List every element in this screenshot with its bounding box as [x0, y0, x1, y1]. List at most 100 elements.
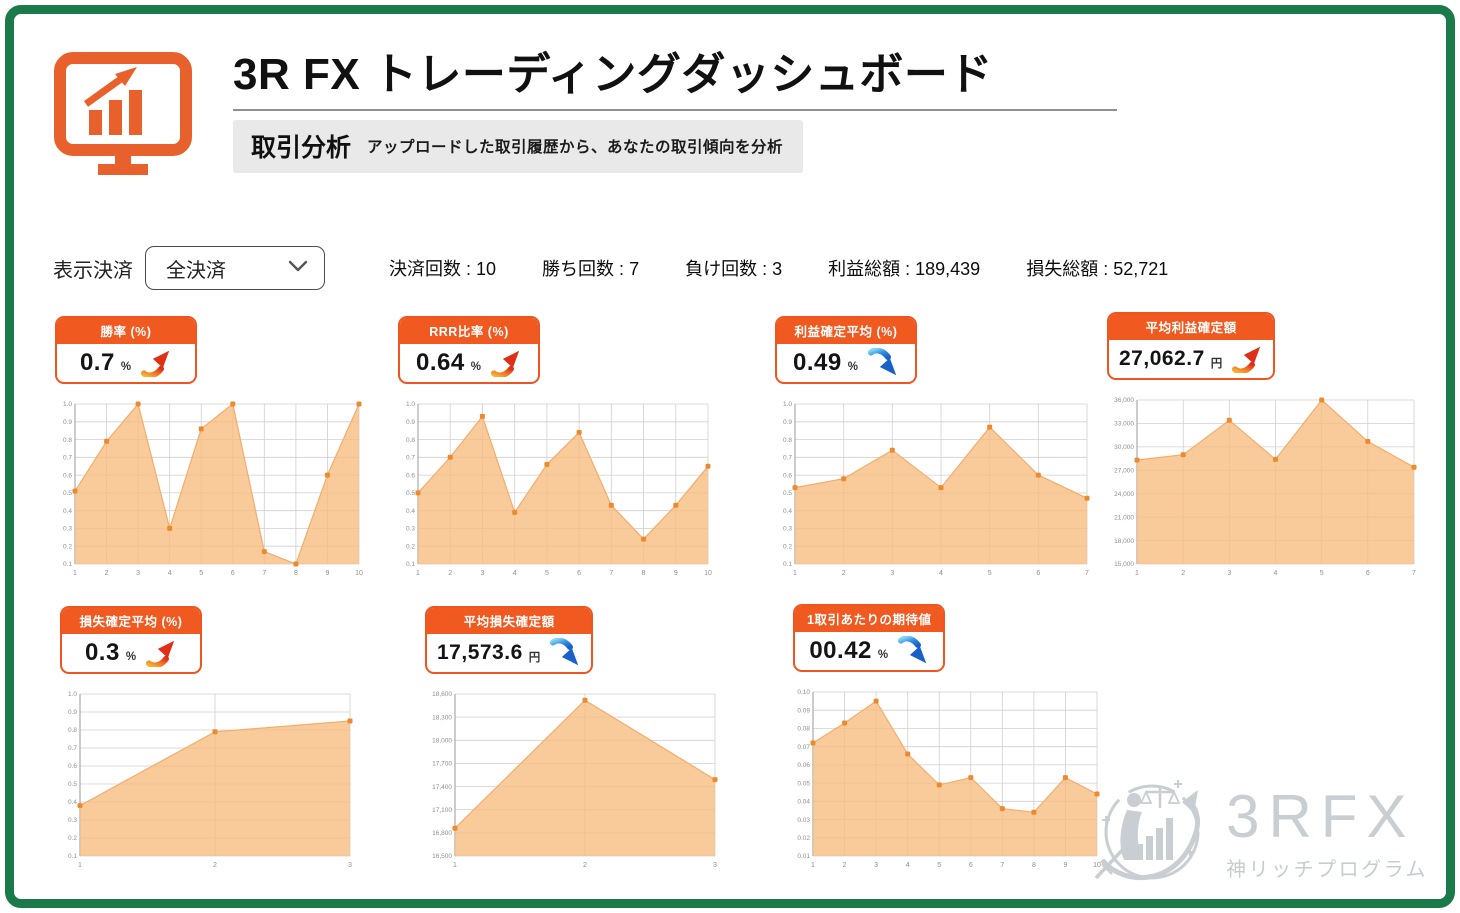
svg-text:6: 6 — [969, 862, 973, 869]
stat-separator: : — [757, 259, 773, 279]
svg-text:6: 6 — [231, 570, 235, 577]
stat-label: 決済回数 — [389, 259, 461, 279]
svg-text:2: 2 — [213, 862, 217, 869]
svg-text:0.1: 0.1 — [68, 853, 77, 860]
svg-text:0.8: 0.8 — [783, 437, 792, 444]
kpi-unit: % — [470, 360, 481, 373]
svg-text:0.09: 0.09 — [797, 707, 810, 714]
svg-text:1.0: 1.0 — [63, 401, 72, 408]
stat-total-profit: 利益総額 : 189,439 — [828, 255, 980, 281]
svg-text:0.7: 0.7 — [783, 455, 792, 462]
stat-separator: : — [900, 259, 916, 279]
svg-text:0.5: 0.5 — [63, 490, 72, 497]
stat-win-count: 勝ち回数 : 7 — [542, 255, 639, 281]
chevron-down-icon — [288, 259, 308, 277]
svg-text:0.02: 0.02 — [797, 835, 810, 842]
svg-text:5: 5 — [988, 570, 992, 577]
svg-text:1.0: 1.0 — [406, 401, 415, 408]
svg-text:1.0: 1.0 — [68, 691, 77, 698]
trend-down-icon — [898, 636, 927, 664]
kpi-unit: 円 — [528, 651, 541, 664]
svg-text:0.8: 0.8 — [406, 437, 415, 444]
svg-text:7: 7 — [262, 570, 266, 577]
svg-text:6: 6 — [577, 570, 581, 577]
kpi-value: 27,062.7 — [1119, 346, 1205, 370]
svg-text:7: 7 — [609, 570, 613, 577]
kpi-card: 1取引あたりの期待値 00.42 % — [793, 604, 946, 672]
svg-text:10: 10 — [355, 570, 363, 577]
svg-text:21,000: 21,000 — [1114, 514, 1134, 521]
svg-text:0.2: 0.2 — [68, 835, 77, 842]
svg-text:0.6: 0.6 — [68, 763, 77, 770]
kpi-title: 1取引あたりの期待値 — [795, 606, 944, 632]
panel-win-rate: 勝率 (%) 0.7 % 1.0 0.9 0.8 0.7 0.6 0.5 0.4 0.3 0.2… — [55, 316, 367, 579]
trend-up-icon — [1232, 346, 1261, 373]
area-chart: 0.10 0.09 0.08 0.07 0.06 0.05 0.04 0.03 0.02 0.01… — [797, 689, 1101, 869]
svg-text:3: 3 — [1227, 570, 1231, 577]
svg-text:0.4: 0.4 — [783, 508, 792, 515]
svg-text:3: 3 — [890, 570, 894, 577]
svg-text:16,500: 16,500 — [432, 853, 452, 860]
svg-text:0.9: 0.9 — [63, 419, 72, 426]
svg-text:4: 4 — [1274, 570, 1278, 577]
svg-text:1: 1 — [416, 570, 420, 577]
trend-up-icon — [490, 350, 520, 377]
trend-up-icon — [141, 350, 170, 377]
panel-rrr-ratio: RRR比率 (%) 0.64 % 1.0 0.9 0.8 0.7 0.6 0.5 0.4 0.… — [398, 316, 716, 579]
svg-text:0.04: 0.04 — [797, 799, 810, 806]
svg-text:6: 6 — [1366, 570, 1370, 577]
summary-stats: 決済回数 : 10 勝ち回数 : 7 負け回数 : 3 利益総額 : 189,439 損… — [389, 255, 1168, 281]
svg-text:3: 3 — [874, 862, 878, 869]
settlement-filter-select[interactable]: 全決済 — [145, 246, 325, 290]
area-chart: 1.0 0.9 0.8 0.7 0.6 0.5 0.4 0.3 0.2 0.11 2 3 4 5 6 7 8 9 1… — [406, 401, 712, 577]
kpi-value: 0.64 — [416, 348, 465, 376]
svg-text:33,000: 33,000 — [1114, 421, 1134, 428]
svg-text:36,000: 36,000 — [1114, 397, 1134, 404]
svg-text:9: 9 — [1063, 862, 1067, 869]
stat-value: 10 — [476, 259, 497, 279]
area-chart: 1.0 0.9 0.8 0.7 0.6 0.5 0.4 0.3 0.2 0.11 2 3 — [68, 691, 353, 869]
kpi-value: 00.42 — [809, 636, 872, 664]
svg-text:18,000: 18,000 — [432, 738, 452, 745]
area-chart: 36,000 33,000 30,000 27,000 24,000 21,000 18,0… — [1114, 397, 1417, 577]
kpi-unit: % — [847, 360, 858, 373]
svg-text:16,800: 16,800 — [432, 830, 452, 837]
kpi-value: 0.7 — [79, 348, 115, 376]
svg-text:10: 10 — [704, 570, 712, 577]
panel-avg-profit-amount: 平均利益確定額 27,062.7 円 36,000 33,000 30,000 27,… — [1107, 312, 1422, 579]
stat-total-loss: 損失総額 : 52,721 — [1026, 255, 1168, 281]
header: 3R FX トレーディングダッシュボード 取引分析 アップロードした取引履歴から… — [233, 46, 1117, 174]
svg-text:1: 1 — [73, 570, 77, 577]
panel-expected-value: 1取引あたりの期待値 00.42 % 0.10 0.09 0.08 0.07 0.06 0… — [793, 604, 1105, 871]
svg-text:0.1: 0.1 — [783, 561, 792, 568]
svg-text:4: 4 — [906, 862, 910, 869]
svg-text:0.3: 0.3 — [68, 817, 77, 824]
kpi-title: 平均利益確定額 — [1109, 314, 1274, 340]
kpi-card: 平均損失確定額 17,573.6 円 — [425, 606, 594, 674]
filter-stats-row: 表示決済 全決済 決済回数 : 10 勝ち回数 : 7 負け回数 : 3 利益総額 :… — [53, 246, 1168, 290]
svg-text:7: 7 — [1085, 570, 1089, 577]
kpi-unit: % — [120, 360, 132, 373]
svg-text:3: 3 — [480, 570, 484, 577]
area-chart: 1.0 0.9 0.8 0.7 0.6 0.5 0.4 0.3 0.2 0.11 2 3 4 5 6 7 — [783, 401, 1090, 577]
svg-text:0.3: 0.3 — [63, 526, 72, 533]
svg-text:0.5: 0.5 — [783, 490, 792, 497]
svg-text:0.2: 0.2 — [406, 543, 415, 550]
svg-text:0.2: 0.2 — [783, 543, 792, 550]
stat-label: 勝ち回数 — [542, 259, 615, 279]
svg-text:0.1: 0.1 — [406, 561, 415, 568]
kpi-title: 勝率 (%) — [57, 318, 195, 344]
svg-text:0.9: 0.9 — [406, 419, 415, 426]
svg-text:0.3: 0.3 — [783, 526, 792, 533]
svg-text:5: 5 — [199, 570, 203, 577]
stat-value: 3 — [772, 259, 783, 279]
svg-text:4: 4 — [939, 570, 943, 577]
kpi-card: 平均利益確定額 27,062.7 円 — [1107, 312, 1276, 380]
kpi-value: 0.49 — [793, 348, 842, 376]
svg-text:17,100: 17,100 — [432, 807, 452, 814]
kpi-card: RRR比率 (%) 0.64 % — [398, 316, 540, 384]
panel-avg-loss-amount: 平均損失確定額 17,573.6 円 18,600 18,300 18,000 17,… — [425, 606, 723, 871]
svg-text:18,300: 18,300 — [432, 714, 452, 721]
svg-text:5: 5 — [937, 862, 941, 869]
